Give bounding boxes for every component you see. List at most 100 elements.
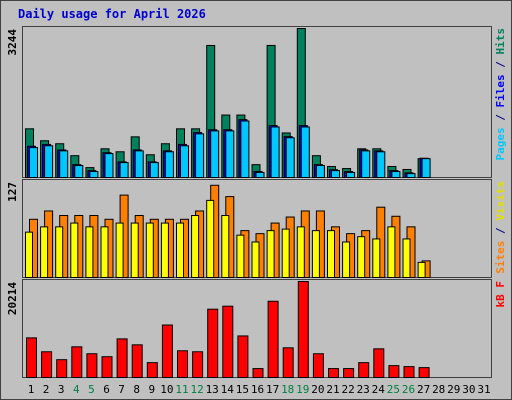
bar — [26, 337, 37, 379]
bar — [71, 346, 83, 379]
bar — [131, 344, 143, 379]
bar — [86, 353, 98, 379]
bar — [327, 230, 335, 279]
x-tick-label: 15 — [236, 383, 249, 396]
bar — [391, 171, 401, 178]
chart-title: Daily usage for April 2026 — [18, 7, 206, 21]
bar — [59, 150, 69, 178]
x-tick-label: 24 — [372, 383, 386, 396]
x-tick-label: 9 — [148, 383, 155, 396]
x-tick-label: 21 — [326, 383, 339, 396]
bar — [164, 151, 174, 179]
bar — [41, 351, 53, 379]
bar — [210, 130, 220, 178]
x-tick-label: 10 — [160, 383, 173, 396]
bar — [161, 324, 173, 378]
bar — [70, 222, 79, 278]
panel — [22, 279, 492, 378]
bar — [74, 165, 84, 178]
bar — [285, 137, 295, 178]
bar — [56, 359, 68, 378]
bar — [342, 241, 351, 278]
bar — [281, 228, 290, 278]
bar — [236, 234, 245, 279]
bar — [270, 126, 280, 178]
bar — [177, 350, 188, 378]
bar — [403, 366, 415, 378]
x-tick-label: 27 — [417, 383, 430, 396]
bar — [44, 145, 54, 179]
bar — [176, 222, 184, 278]
legend-separator: / — [494, 55, 507, 75]
x-tick-label: 6 — [103, 383, 110, 396]
x-tick-label: 14 — [221, 383, 235, 396]
bar — [160, 222, 169, 278]
legend: Sites / Visits — [494, 181, 507, 274]
bar — [146, 362, 158, 378]
x-tick-label: 18 — [281, 383, 294, 396]
panel — [22, 26, 492, 178]
legend: Pages / Files / Hits — [494, 28, 507, 161]
bar — [255, 171, 265, 179]
bar — [266, 230, 275, 279]
bar — [358, 362, 370, 378]
bar — [315, 165, 325, 178]
legend-separator: / — [494, 108, 507, 128]
bar — [206, 199, 215, 279]
legend-entry: Sites — [494, 241, 507, 274]
x-tick-label: 1 — [28, 383, 35, 396]
legend-entry: Visits — [494, 181, 507, 221]
bar — [421, 158, 431, 178]
bar — [402, 238, 411, 279]
bar — [222, 305, 234, 378]
bar — [89, 171, 99, 178]
bar — [195, 133, 205, 179]
x-tick-label: 16 — [251, 383, 264, 396]
x-tick-label: 20 — [311, 383, 324, 396]
x-tick-label: 29 — [447, 383, 460, 396]
x-tick-label: 26 — [402, 383, 415, 396]
x-tick-label: 13 — [206, 383, 219, 396]
x-tick-label: 31 — [477, 383, 490, 396]
legend: kB F — [494, 281, 507, 308]
bar — [40, 226, 49, 278]
legend-separator: / — [494, 221, 507, 241]
bar — [101, 356, 113, 379]
bar — [192, 351, 204, 379]
bar — [100, 226, 109, 278]
bar — [357, 236, 366, 279]
bar — [29, 147, 38, 178]
bar — [237, 335, 249, 378]
x-tick-label: 28 — [432, 383, 445, 396]
y-tick-label: 3244 — [6, 29, 19, 56]
bar — [388, 365, 400, 379]
bar — [267, 300, 279, 378]
bar — [180, 145, 189, 179]
bar — [312, 353, 324, 379]
x-tick-label: 8 — [133, 383, 140, 396]
bar — [328, 368, 339, 378]
bar — [115, 222, 124, 278]
bar — [145, 222, 154, 278]
bar — [104, 153, 114, 178]
x-tick-label: 11 — [175, 383, 188, 396]
bar — [221, 215, 230, 278]
bar — [387, 226, 396, 278]
bar — [85, 226, 94, 278]
x-tick-label: 17 — [266, 383, 279, 396]
bar — [311, 230, 320, 279]
bar — [55, 226, 64, 278]
bar — [297, 281, 309, 378]
bar — [191, 215, 200, 278]
x-tick-label: 23 — [357, 383, 370, 396]
bar — [417, 261, 426, 279]
x-tick-label: 22 — [341, 383, 354, 396]
bar — [240, 120, 250, 178]
x-tick-label: 5 — [88, 383, 95, 396]
bar — [418, 367, 430, 379]
bar — [116, 338, 128, 378]
bar — [225, 130, 235, 178]
legend-entry: Hits — [494, 28, 507, 55]
bar — [25, 231, 33, 279]
